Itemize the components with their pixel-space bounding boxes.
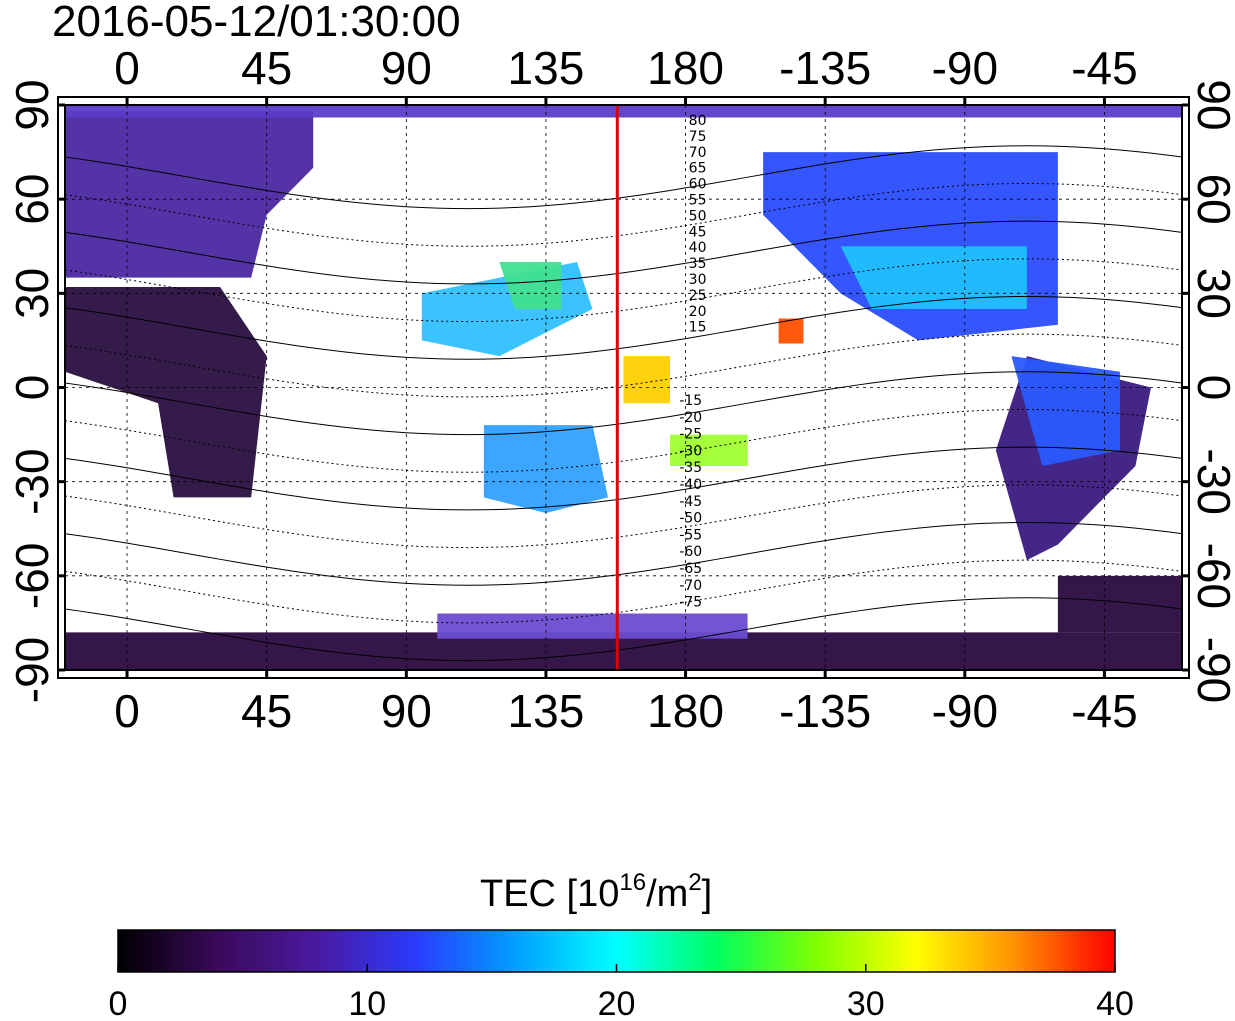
bottom-lon-label: -45 <box>1071 685 1137 737</box>
contour-label: 75 <box>689 129 707 145</box>
left-lat-label: -60 <box>6 543 58 609</box>
bottom-longitude-axis: 0 45 90 135 180 -135 -90 -45 <box>114 670 1138 737</box>
right-lat-label: 60 <box>1188 174 1235 225</box>
right-lat-label: 30 <box>1188 268 1235 319</box>
contour-label: -35 <box>679 460 702 476</box>
contour-label: -55 <box>679 527 702 543</box>
contour-label: -25 <box>679 427 702 443</box>
contour-label: 60 <box>689 177 707 193</box>
contour-label: -40 <box>679 477 702 493</box>
contour-label: 30 <box>689 272 707 288</box>
coverage-weddell <box>1057 575 1182 633</box>
contour-label: -45 <box>679 494 702 510</box>
colorbar-tick-label: 30 <box>847 985 885 1021</box>
contour-label: -65 <box>679 561 702 577</box>
contour-label: -20 <box>679 410 702 426</box>
coverage-antarctic <box>65 632 1182 670</box>
left-lat-label: 0 <box>6 375 58 401</box>
timestamp-title: 2016-05-12/01:30:00 <box>52 0 461 46</box>
left-lat-label: 90 <box>6 79 58 130</box>
top-longitude-axis: 0 45 90 135 180 -135 -90 -45 <box>114 42 1138 105</box>
top-lon-label: 45 <box>241 42 292 94</box>
top-lon-label: 180 <box>647 42 724 94</box>
contour-label: 15 <box>689 320 707 336</box>
coverage-north-polar <box>65 105 1182 118</box>
colorbar-title: TEC [1016/m2] <box>480 869 712 915</box>
top-lon-label: 135 <box>508 42 585 94</box>
contour-label: 35 <box>689 256 707 272</box>
colorbar-tick-label: 10 <box>348 985 386 1021</box>
contour-line <box>65 597 1182 662</box>
top-lon-label: -45 <box>1071 42 1137 94</box>
coverage-antarctic-east <box>437 613 748 639</box>
right-lat-label: 90 <box>1188 79 1235 130</box>
bottom-lon-label: -90 <box>932 685 998 737</box>
right-lat-label: -30 <box>1188 448 1235 514</box>
contour-label: -60 <box>679 544 702 560</box>
contour-line <box>65 521 1182 586</box>
colorbar-ticks: 0 10 20 30 40 <box>109 964 1134 1021</box>
coverage-europe <box>65 111 314 278</box>
left-lat-label: 60 <box>6 174 58 225</box>
contour-label: 45 <box>689 224 707 240</box>
bottom-lon-label: 180 <box>647 685 724 737</box>
bottom-lon-label: 45 <box>241 685 292 737</box>
bottom-lon-label: 0 <box>114 685 140 737</box>
contour-label: -75 <box>679 595 702 611</box>
contour-label: 20 <box>689 304 707 320</box>
left-lat-label: -90 <box>6 637 58 703</box>
contour-line <box>65 295 1182 360</box>
bottom-lon-label: 135 <box>508 685 585 737</box>
colorbar-tick-label: 20 <box>598 985 636 1021</box>
right-lat-label: 0 <box>1188 375 1235 401</box>
top-lon-label: 0 <box>114 42 140 94</box>
right-latitude-axis: 90 60 30 0 -30 -60 -90 <box>1182 79 1235 703</box>
contour-label: 40 <box>689 240 707 256</box>
coverage-africa <box>65 287 267 498</box>
top-lon-label: 90 <box>381 42 432 94</box>
contour-line <box>65 446 1182 511</box>
contour-line <box>65 371 1182 436</box>
contour-label: -30 <box>679 443 702 459</box>
contour-line <box>65 220 1182 285</box>
bottom-lon-label: 90 <box>381 685 432 737</box>
left-lat-label: -30 <box>6 448 58 514</box>
left-lat-label: 30 <box>6 268 58 319</box>
contour-label: 50 <box>689 208 707 224</box>
contour-label: -50 <box>679 511 702 527</box>
top-lon-label: -135 <box>779 42 871 94</box>
contour-label: 25 <box>689 288 707 304</box>
left-latitude-axis: 90 60 30 0 -30 -60 -90 <box>6 79 65 703</box>
contour-label: 65 <box>689 161 707 177</box>
contour-label: 80 <box>689 113 707 129</box>
coverage-pacific-equatorial <box>623 356 671 404</box>
contour-label: 55 <box>689 193 707 209</box>
coverage-north-america-mid <box>840 246 1027 310</box>
contour-label: -15 <box>679 393 702 409</box>
colorbar-tick-label: 0 <box>109 985 128 1021</box>
magnetic-latitude-contours <box>65 145 1182 662</box>
coverage-south-pacific <box>670 434 748 466</box>
coverage-hawaii <box>778 318 804 344</box>
coverage-brazil <box>1011 356 1120 466</box>
grid-lines <box>65 104 1182 671</box>
top-lon-label: -90 <box>932 42 998 94</box>
right-lat-label: -90 <box>1188 637 1235 703</box>
map-area: 8075706560555045403530252015-15-20-25-30… <box>6 42 1235 737</box>
colorbar-tick-label: 40 <box>1096 985 1134 1021</box>
contour-label: 70 <box>689 145 707 161</box>
right-lat-label: -60 <box>1188 543 1235 609</box>
bottom-lon-label: -135 <box>779 685 871 737</box>
contour-label: -70 <box>679 578 702 594</box>
contour-line <box>65 145 1182 210</box>
